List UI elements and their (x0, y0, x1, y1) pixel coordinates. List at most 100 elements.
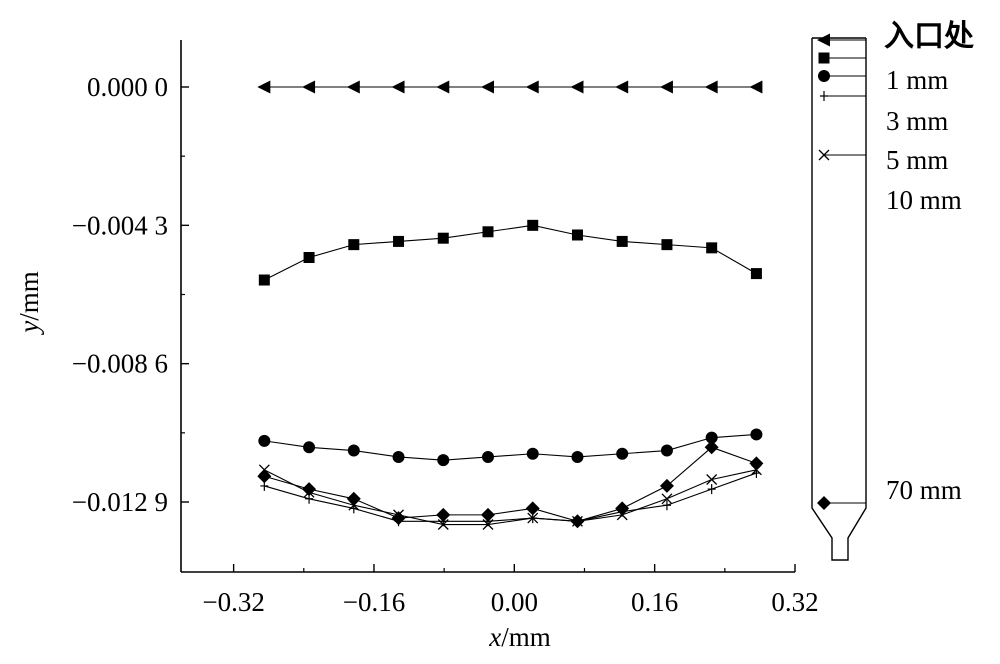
data-point (615, 501, 630, 516)
x-axis-unit: /mm (501, 622, 551, 652)
data-point (527, 219, 539, 231)
data-point (527, 512, 539, 524)
legend-items (817, 33, 866, 510)
data-point (482, 519, 494, 530)
legend-channel-outline (811, 38, 867, 561)
data-point (303, 441, 316, 454)
data-point (525, 80, 539, 94)
series-0 (257, 80, 763, 94)
data-point (659, 478, 674, 493)
data-point (750, 428, 763, 441)
legend-marker (820, 91, 828, 101)
legend-label-3mm: 3 mm (886, 106, 948, 136)
data-point (571, 229, 583, 241)
series-2 (258, 428, 763, 467)
data-point (661, 239, 673, 251)
series-line (264, 446, 757, 522)
data-point (391, 80, 405, 94)
x-ticks: −0.32 −0.16 0.00 0.16 0.32 (202, 564, 819, 617)
legend-label-70mm: 70 mm (886, 475, 962, 505)
data-point (258, 274, 270, 286)
data-point (482, 450, 494, 463)
data-point (750, 268, 762, 280)
y-tick-label: −0.008 6 (72, 349, 168, 379)
data-point (525, 501, 540, 516)
legend-item-3 (820, 91, 866, 101)
data-point (346, 80, 360, 94)
legend-label-inlet: 入口处 (884, 19, 974, 54)
y-tick-label: −0.004 3 (72, 210, 168, 240)
y-axis-unit: /mm (14, 271, 44, 321)
x-tick-label: 0.00 (491, 587, 538, 617)
legend-marker (818, 52, 830, 64)
legend-marker (818, 149, 830, 161)
data-point (570, 80, 584, 94)
data-point (392, 450, 405, 463)
x-axis-label: x/mm (488, 622, 551, 652)
series-3 (260, 468, 761, 527)
series-line (264, 469, 757, 526)
x-axis-var: x (488, 622, 501, 652)
x-tick-label: 0.16 (631, 587, 678, 617)
axes (180, 40, 795, 573)
data-point (659, 80, 673, 94)
data-point (526, 447, 539, 460)
data-point (749, 456, 764, 471)
legend-channel: 入口处 1 mm 3 mm 5 mm 10 mm 70 mm (811, 19, 974, 561)
legend-item-0 (817, 33, 866, 47)
data-point (437, 454, 450, 467)
data-point (705, 431, 718, 444)
data-point (704, 440, 719, 455)
data-point (662, 500, 671, 511)
data-point (348, 239, 360, 251)
x-tick-label: 0.32 (771, 587, 818, 617)
y-tick-label: −0.012 9 (72, 487, 168, 517)
series-5 (257, 440, 764, 529)
data-point (615, 80, 629, 94)
data-point (706, 474, 718, 485)
data-point (257, 80, 271, 94)
series-line (264, 472, 757, 522)
legend-item-5 (817, 496, 866, 510)
legend-label-10mm: 10 mm (886, 185, 962, 215)
data-point (302, 482, 317, 497)
series-layer (257, 80, 764, 530)
y-axis-label: y/mm (14, 271, 44, 336)
data-point (661, 493, 673, 505)
data-point (570, 514, 585, 529)
data-point (707, 484, 716, 495)
x-tick-label: −0.16 (343, 587, 405, 617)
data-point (660, 444, 673, 457)
data-point (258, 434, 271, 447)
data-point (347, 444, 360, 457)
data-point (302, 80, 316, 94)
legend-marker (818, 70, 830, 82)
series-line (264, 433, 757, 461)
legend-label-1mm: 1 mm (886, 65, 948, 95)
x-tick-label: −0.32 (202, 587, 264, 617)
data-point (482, 226, 494, 238)
data-point (436, 507, 451, 522)
y-tick-label: 0.000 0 (87, 72, 168, 102)
data-point (749, 80, 763, 94)
legend-label-5mm: 5 mm (886, 145, 948, 175)
data-point (616, 447, 629, 460)
y-axis-var: y (14, 321, 44, 336)
data-point (437, 519, 449, 530)
legend-marker (817, 496, 831, 510)
data-point (393, 235, 405, 247)
legend-item-4 (818, 149, 866, 161)
legend-item-2 (818, 70, 866, 82)
data-point (437, 232, 449, 244)
data-point (257, 469, 272, 484)
legend-marker (817, 33, 830, 47)
series-1 (258, 219, 762, 286)
series-line (264, 224, 757, 281)
data-point (391, 511, 406, 526)
data-point (571, 450, 584, 463)
data-point (481, 507, 495, 522)
data-point (436, 80, 450, 94)
y-ticks: 0.000 0 −0.004 3 −0.008 6 −0.012 9 (72, 72, 189, 517)
legend-item-1 (818, 52, 866, 64)
